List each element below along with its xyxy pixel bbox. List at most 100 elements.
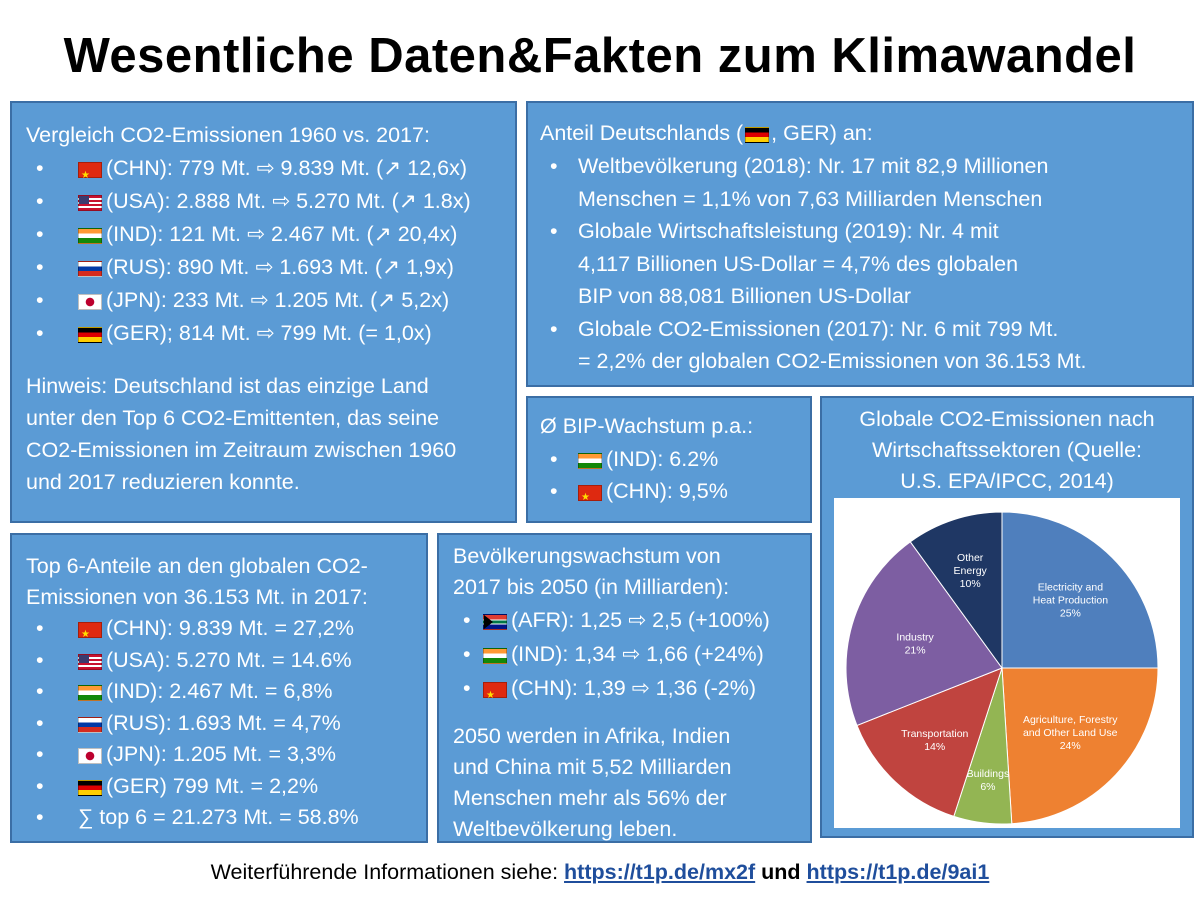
note-line: Weltbevölkerung leben. — [453, 817, 678, 841]
list-item-text: (USA): 5.270 Mt. = 14.6% — [106, 647, 352, 672]
top6-list: (CHN): 9.839 Mt. = 27,2% (USA): 5.270 Mt… — [26, 613, 426, 834]
list-item: Globale CO2-Emissionen (2017): Nr. 6 mit… — [540, 313, 1192, 378]
sector-pie-box: Globale CO2-Emissionen nach Wirtschaftss… — [820, 396, 1194, 838]
list-item-line: BIP von 88,081 Billionen US-Dollar — [578, 284, 912, 308]
footer-link-2[interactable]: https://t1p.de/9ai1 — [806, 860, 990, 884]
list-item: (IND): 6.2% — [540, 443, 810, 475]
list-item-line: Globale CO2-Emissionen (2017): Nr. 6 mit… — [578, 316, 1059, 341]
slice-name-label: Electricity and — [1038, 582, 1104, 594]
top6-heading-line: Top 6-Anteile an den globalen CO2- — [26, 554, 368, 578]
pie-slice — [909, 511, 1003, 670]
list-item-text: (CHN): 779 Mt. ⇨ 9.839 Mt. (↗ 12,6x) — [106, 156, 468, 180]
slice-name-label: Energy — [954, 565, 988, 577]
list-item: (RUS): 1.693 Mt. = 4,7% — [26, 708, 426, 740]
china-flag-icon — [78, 159, 102, 192]
pie-chart: Electricity and Heat Production 25% Agricul… — [845, 511, 1159, 825]
list-item-text: (IND): 121 Mt. ⇨ 2.467 Mt. (↗ 20,4x) — [106, 222, 458, 246]
germany-flag-icon — [745, 127, 770, 143]
list-item-text: (IND): 6.2% — [606, 447, 719, 471]
chart-area: Electricity and Heat Production 25% Agricul… — [834, 498, 1180, 828]
germany-heading-pre: Anteil Deutschlands ( — [540, 121, 744, 145]
slice-name-label: Transportation — [901, 728, 968, 740]
list-item: (RUS): 890 Mt. ⇨ 1.693 Mt. (↗ 1,9x) — [26, 251, 515, 284]
germany-heading-post: , GER) an: — [771, 121, 873, 145]
india-flag-icon — [483, 648, 507, 664]
list-item-text: (GER) 799 Mt. = 2,2% — [106, 773, 319, 798]
note-line: 2050 werden in Afrika, Indien — [453, 724, 731, 748]
footer-link-1[interactable]: https://t1p.de/mx2f — [564, 860, 756, 884]
japan-flag-icon — [78, 748, 102, 764]
population-growth-box: Bevölkerungswachstum von 2017 bis 2050 (… — [437, 533, 812, 843]
list-item-text: (USA): 2.888 Mt. ⇨ 5.270 Mt. (↗ 1.8x) — [106, 189, 471, 213]
list-item-text: (JPN): 1.205 Mt. = 3,3% — [106, 742, 337, 766]
footer-conjunction: und — [755, 860, 807, 884]
list-item: (JPN): 1.205 Mt. = 3,3% — [26, 739, 426, 771]
germany-share-box: Anteil Deutschlands ( , GER) an: Weltbevö… — [526, 101, 1194, 387]
list-item: (CHN): 9.839 Mt. = 27,2% — [26, 613, 426, 651]
slice-name-label: Industry — [896, 631, 934, 643]
gdp-growth-box: Ø BIP-Wachstum p.a.: (IND): 6.2% (CHN): … — [526, 396, 812, 523]
pie-slice — [1001, 511, 1159, 669]
list-item: Weltbevölkerung (2018): Nr. 17 mit 82,9 … — [540, 150, 1192, 215]
population-heading-line: Bevölkerungswachstum von — [453, 544, 721, 568]
chart-title-line: Globale CO2-Emissionen nach — [859, 407, 1155, 431]
emissions-comparison-box: Vergleich CO2-Emissionen 1960 vs. 2017: … — [10, 101, 517, 523]
list-item: (AFR): 1,25 ⇨ 2,5 (+100%) — [453, 603, 810, 637]
slice-label: Other Energy 10% — [954, 552, 988, 590]
emissions-note: Hinweis: Deutschland ist das einzige Lan… — [26, 370, 515, 498]
list-item: (GER) 799 Mt. = 2,2% — [26, 771, 426, 803]
china-flag-icon — [483, 679, 507, 713]
india-flag-icon — [78, 228, 102, 244]
list-item: (CHN): 9,5% — [540, 475, 810, 514]
china-flag-icon — [578, 482, 602, 514]
list-item-text: (JPN): 233 Mt. ⇨ 1.205 Mt. (↗ 5,2x) — [106, 288, 450, 312]
germany-flag-icon — [78, 779, 102, 796]
population-list: (AFR): 1,25 ⇨ 2,5 (+100%) (IND): 1,34 ⇨ … — [453, 603, 810, 713]
list-item-text: (CHN): 1,39 ⇨ 1,36 (-2%) — [511, 676, 757, 700]
usa-flag-icon — [78, 195, 102, 211]
population-heading-line: 2017 bis 2050 (in Milliarden): — [453, 575, 730, 599]
slice-name-label: Agriculture, Forestry — [1023, 714, 1118, 726]
list-item-line: Weltbevölkerung (2018): Nr. 17 mit 82,9 … — [578, 154, 1049, 178]
slice-percent-label: 6% — [980, 781, 995, 793]
list-item-text: (RUS): 890 Mt. ⇨ 1.693 Mt. (↗ 1,9x) — [106, 255, 454, 279]
slice-name-label: Buildings — [967, 768, 1010, 780]
pie-slice — [845, 541, 1003, 727]
chart-title: Globale CO2-Emissionen nach Wirtschaftss… — [822, 398, 1192, 497]
chart-title-line: Wirtschaftssektoren (Quelle: — [871, 438, 1143, 462]
slice-percent-label: 24% — [1060, 740, 1081, 752]
page-title: Wesentliche Daten&Fakten zum Klimawandel — [63, 29, 1137, 83]
pie-slice — [856, 667, 1003, 817]
footer: Weiterführende Informationen siehe: http… — [0, 860, 1200, 885]
list-item: Globale Wirtschaftsleistung (2019): Nr. … — [540, 215, 1192, 313]
list-item-text: (CHN): 9.839 Mt. = 27,2% — [106, 616, 354, 640]
slice-percent-label: 14% — [924, 741, 945, 753]
slice-name-label: Heat Production — [1033, 595, 1108, 607]
india-flag-icon — [78, 685, 102, 701]
list-item-text: (CHN): 9,5% — [606, 479, 728, 503]
china-flag-icon — [78, 619, 102, 651]
germany-flag-icon — [78, 327, 102, 343]
usa-flag-icon — [78, 653, 102, 670]
germany-heading: Anteil Deutschlands ( , GER) an: — [540, 117, 1192, 150]
note-line: Menschen mehr als 56% der — [453, 786, 727, 810]
slice-label: Transportation 14% — [901, 728, 968, 753]
list-item-text: (IND): 2.467 Mt. = 6,8% — [106, 679, 333, 703]
slice-label: Agriculture, Forestry and Other Land Use 2… — [1023, 714, 1118, 752]
top6-heading-line: Emissionen von 36.153 Mt. in 2017: — [26, 585, 368, 609]
list-item-text: (RUS): 1.693 Mt. = 4,7% — [106, 710, 341, 735]
note-line: und 2017 reduzieren konnte. — [26, 470, 300, 494]
slice-percent-label: 25% — [1060, 608, 1081, 620]
note-line: und China mit 5,52 Milliarden — [453, 755, 732, 779]
emissions-heading: Vergleich CO2-Emissionen 1960 vs. 2017: — [26, 123, 430, 147]
list-item: ∑ top 6 = 21.273 Mt. = 58.8% — [26, 802, 426, 834]
gdp-list: (IND): 6.2% (CHN): 9,5% — [540, 443, 810, 514]
slice-label: Electricity and Heat Production 25% — [1033, 582, 1108, 620]
slice-percent-label: 10% — [960, 578, 981, 590]
note-line: Hinweis: Deutschland ist das einzige Lan… — [26, 374, 429, 398]
note-line: CO2-Emissionen im Zeitraum zwischen 1960 — [26, 438, 457, 462]
slice-percent-label: 21% — [905, 644, 926, 656]
list-item-text: (IND): 1,34 ⇨ 1,66 (+24%) — [511, 642, 764, 666]
top6-share-box: Top 6-Anteile an den globalen CO2- Emiss… — [10, 533, 428, 843]
list-item-text: (AFR): 1,25 ⇨ 2,5 (+100%) — [511, 608, 770, 632]
